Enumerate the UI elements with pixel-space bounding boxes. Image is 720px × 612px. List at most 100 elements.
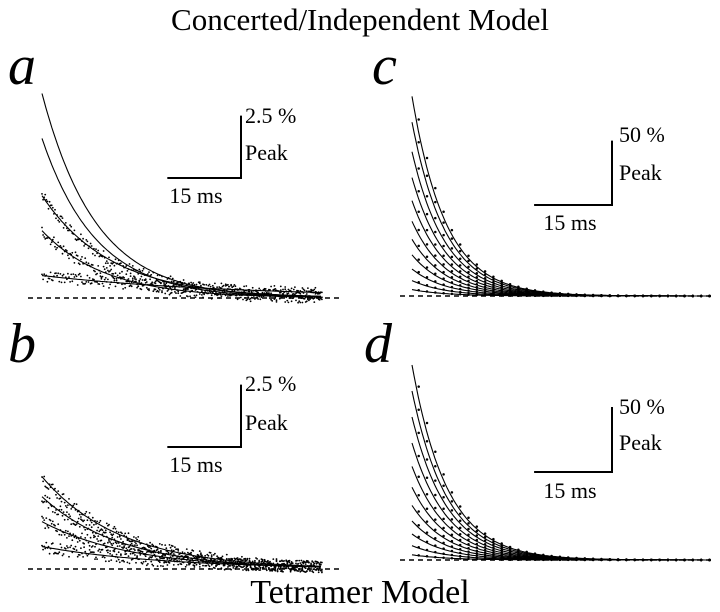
data-point (48, 237, 51, 240)
data-point (483, 287, 487, 291)
data-point (417, 210, 420, 214)
data-point (71, 280, 74, 283)
data-point (124, 266, 127, 269)
data-point (214, 282, 216, 285)
data-point (450, 228, 454, 232)
data-point (138, 540, 141, 542)
data-point (89, 519, 92, 522)
data-point (162, 553, 164, 555)
data-point (275, 301, 278, 303)
data-point (171, 545, 174, 547)
data-point (208, 290, 211, 293)
data-point (272, 289, 275, 291)
data-point (112, 527, 115, 530)
data-point (177, 290, 180, 293)
data-point (156, 289, 159, 292)
data-point (85, 552, 88, 555)
data-point (261, 558, 264, 561)
data-point (55, 493, 57, 496)
data-point (450, 292, 454, 296)
data-point (243, 565, 246, 568)
data-point (85, 539, 88, 542)
data-point (155, 278, 158, 281)
data-point (160, 549, 162, 552)
data-point (169, 287, 172, 289)
data-point (97, 526, 100, 529)
data-point (104, 531, 107, 534)
data-point (492, 294, 495, 297)
data-point (417, 535, 420, 539)
data-point (128, 562, 131, 565)
scale-bar-y-value-a: 2.5 % (245, 103, 296, 128)
data-point (44, 547, 47, 550)
data-point (292, 568, 295, 571)
data-point (187, 555, 189, 558)
data-point (114, 285, 117, 288)
data-point (152, 290, 155, 293)
data-point (80, 536, 82, 538)
data-point (442, 233, 445, 237)
data-point (232, 293, 235, 295)
data-point (145, 564, 148, 567)
data-point (145, 543, 148, 546)
data-point (63, 281, 66, 284)
data-point (145, 286, 148, 289)
data-point (417, 190, 420, 193)
data-point (277, 290, 280, 292)
data-point (467, 265, 470, 269)
data-point (417, 408, 420, 412)
data-point (117, 531, 120, 534)
data-point (207, 564, 210, 566)
data-point (70, 544, 73, 547)
data-point (181, 551, 184, 554)
data-point (305, 293, 308, 295)
data-point (62, 493, 65, 495)
data-point (274, 296, 277, 298)
data-point (51, 279, 54, 282)
data-point (196, 558, 199, 561)
data-point (128, 549, 131, 552)
data-point (434, 264, 437, 267)
data-point (295, 299, 297, 302)
data-point (243, 558, 246, 560)
data-point (150, 547, 153, 550)
data-point (300, 291, 303, 293)
data-point (86, 264, 89, 267)
data-point (247, 296, 250, 299)
data-point (111, 554, 114, 556)
data-point (275, 560, 278, 563)
data-point (222, 561, 225, 564)
data-point (61, 554, 64, 557)
data-point (315, 560, 318, 563)
data-point (95, 543, 97, 546)
data-point (56, 497, 58, 499)
scale-bar-y-value-d: 50 % (619, 394, 665, 419)
data-points-d-6 (417, 494, 711, 562)
data-point (177, 292, 180, 295)
data-point (164, 283, 167, 286)
data-point (117, 259, 120, 262)
data-point (450, 509, 454, 512)
data-point (277, 567, 280, 569)
data-point (73, 502, 76, 505)
data-point (176, 289, 179, 291)
data-point (467, 259, 470, 263)
data-point (270, 292, 272, 295)
data-point (49, 519, 52, 522)
data-point (137, 536, 140, 538)
data-point (45, 541, 48, 544)
data-point (274, 569, 277, 572)
data-point (255, 289, 257, 292)
data-point (450, 276, 454, 279)
data-point (62, 245, 65, 248)
data-point (245, 569, 248, 572)
data-point (151, 281, 154, 284)
data-point (296, 566, 298, 569)
data-point (167, 288, 170, 291)
data-point (666, 558, 670, 562)
data-point (683, 294, 686, 298)
data-point (192, 282, 195, 284)
data-point (147, 544, 149, 547)
data-point (50, 522, 53, 525)
data-point (68, 513, 70, 516)
